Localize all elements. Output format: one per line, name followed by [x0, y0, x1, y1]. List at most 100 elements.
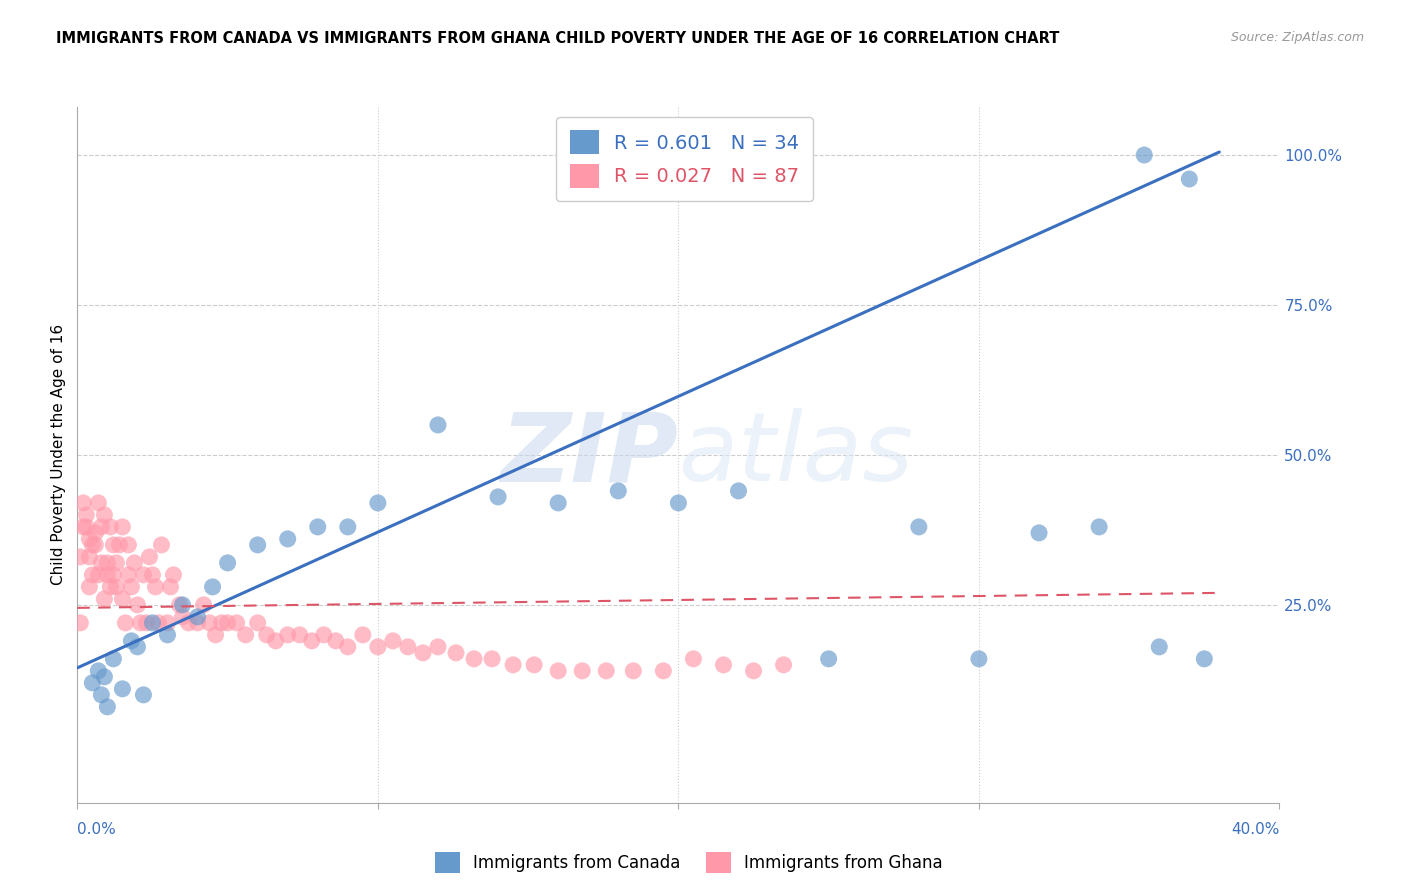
Point: [217, 615, 239, 630]
Point: [87, 496, 110, 510]
Point: [412, 646, 434, 660]
Point: [75, 520, 97, 534]
Point: [277, 628, 299, 642]
Point: [96, 567, 118, 582]
Point: [381, 633, 404, 648]
Point: [967, 652, 990, 666]
Legend: R = 0.601   N = 34, R = 0.027   N = 87: R = 0.601 N = 34, R = 0.027 N = 87: [555, 117, 813, 202]
Point: [172, 598, 194, 612]
Y-axis label: Child Poverty Under the Age of 16: Child Poverty Under the Age of 16: [51, 325, 66, 585]
Point: [141, 615, 163, 630]
Point: [93, 670, 115, 684]
Point: [90, 556, 112, 570]
Point: [162, 567, 184, 582]
Point: [621, 664, 644, 678]
Point: [120, 633, 142, 648]
Point: [79, 549, 101, 564]
Point: [193, 598, 215, 612]
Point: [103, 538, 125, 552]
Point: [256, 628, 278, 642]
Point: [595, 664, 617, 678]
Point: [100, 580, 122, 594]
Point: [105, 580, 128, 594]
Point: [547, 664, 569, 678]
Point: [571, 664, 593, 678]
Point: [307, 520, 329, 534]
Point: [427, 640, 450, 654]
Point: [1133, 148, 1156, 162]
Point: [312, 628, 335, 642]
Point: [682, 652, 704, 666]
Point: [288, 628, 311, 642]
Point: [772, 657, 794, 672]
Point: [79, 532, 101, 546]
Legend: Immigrants from Canada, Immigrants from Ghana: Immigrants from Canada, Immigrants from …: [429, 846, 949, 880]
Point: [463, 652, 485, 666]
Point: [72, 496, 94, 510]
Text: IMMIGRANTS FROM CANADA VS IMMIGRANTS FROM GHANA CHILD POVERTY UNDER THE AGE OF 1: IMMIGRANTS FROM CANADA VS IMMIGRANTS FRO…: [56, 31, 1060, 46]
Point: [444, 646, 467, 660]
Point: [105, 556, 128, 570]
Point: [120, 580, 142, 594]
Point: [96, 699, 118, 714]
Point: [246, 615, 269, 630]
Point: [652, 664, 675, 678]
Point: [727, 483, 749, 498]
Point: [396, 640, 419, 654]
Point: [486, 490, 509, 504]
Point: [1088, 520, 1111, 534]
Point: [127, 640, 149, 654]
Point: [114, 615, 136, 630]
Point: [82, 538, 104, 552]
Point: [817, 652, 839, 666]
Point: [132, 567, 155, 582]
Point: [100, 520, 122, 534]
Point: [69, 549, 91, 564]
Point: [668, 496, 690, 510]
Point: [908, 520, 931, 534]
Point: [1028, 525, 1050, 540]
Point: [523, 657, 546, 672]
Point: [90, 520, 112, 534]
Point: [108, 538, 131, 552]
Point: [169, 598, 191, 612]
Point: [201, 580, 224, 594]
Point: [103, 567, 125, 582]
Point: [172, 610, 194, 624]
Point: [235, 628, 257, 642]
Point: [607, 483, 630, 498]
Text: atlas: atlas: [679, 409, 914, 501]
Point: [87, 567, 110, 582]
Point: [90, 688, 112, 702]
Point: [117, 538, 139, 552]
Point: [93, 591, 115, 606]
Point: [141, 567, 163, 582]
Point: [145, 580, 167, 594]
Point: [159, 580, 181, 594]
Point: [277, 532, 299, 546]
Point: [427, 417, 450, 432]
Point: [127, 598, 149, 612]
Point: [217, 556, 239, 570]
Point: [336, 640, 359, 654]
Point: [186, 615, 209, 630]
Point: [75, 508, 97, 522]
Point: [69, 615, 91, 630]
Point: [156, 615, 179, 630]
Point: [72, 520, 94, 534]
Point: [148, 615, 170, 630]
Point: [367, 496, 389, 510]
Text: ZIP: ZIP: [501, 409, 679, 501]
Point: [352, 628, 374, 642]
Point: [211, 615, 233, 630]
Text: Source: ZipAtlas.com: Source: ZipAtlas.com: [1230, 31, 1364, 45]
Point: [111, 591, 134, 606]
Point: [93, 508, 115, 522]
Point: [124, 556, 146, 570]
Point: [502, 657, 524, 672]
Point: [84, 538, 107, 552]
Point: [1194, 652, 1216, 666]
Point: [547, 496, 569, 510]
Point: [82, 567, 104, 582]
Point: [1149, 640, 1171, 654]
